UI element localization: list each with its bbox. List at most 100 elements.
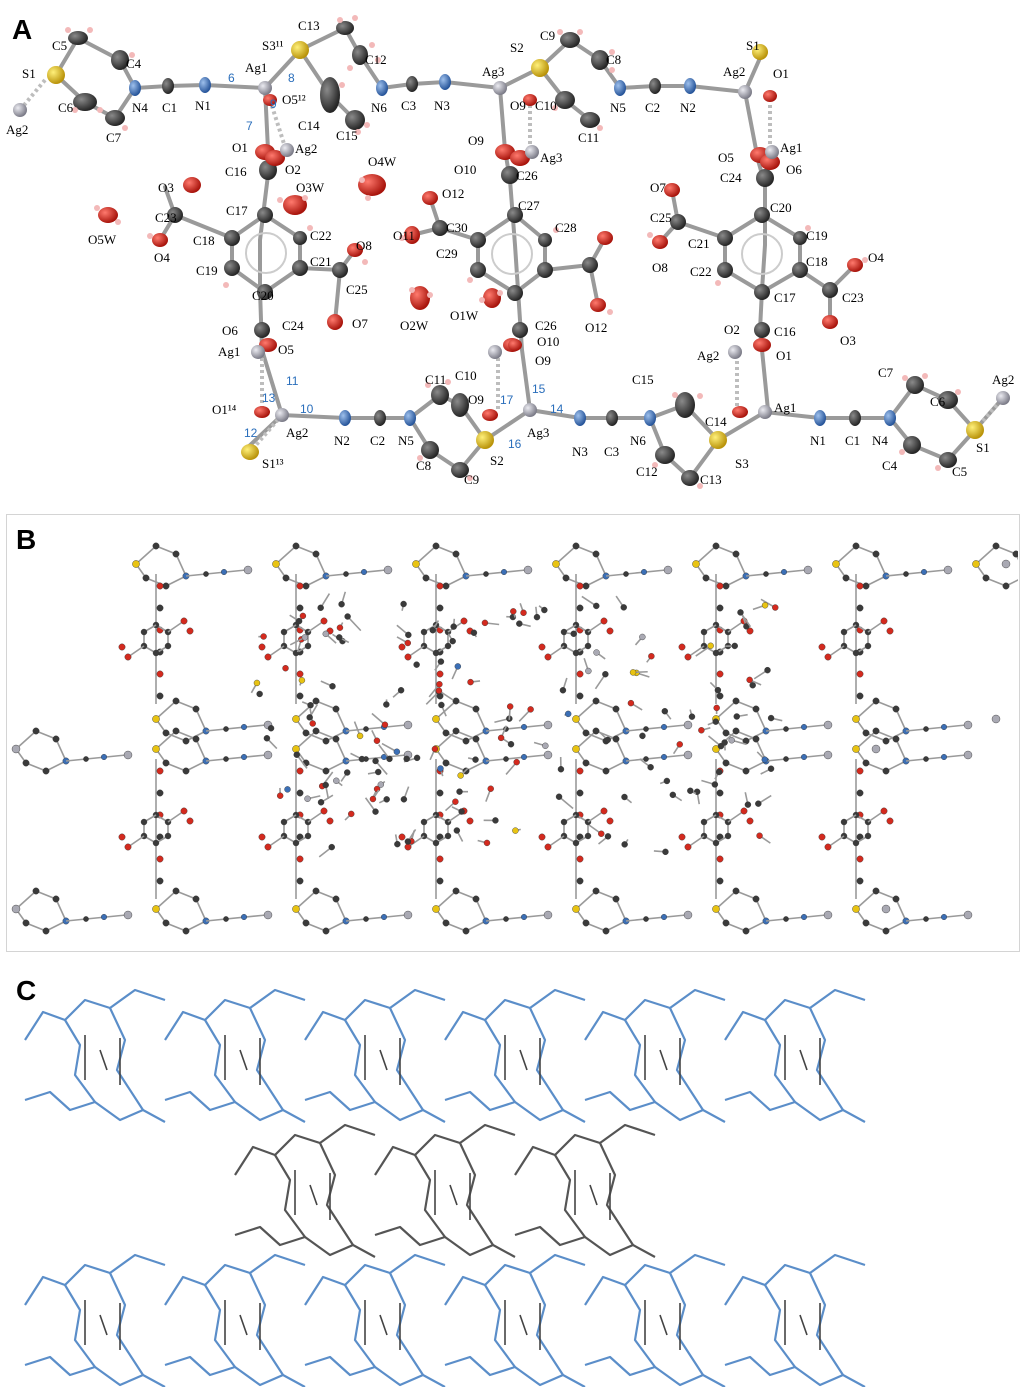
- atom: [593, 602, 600, 610]
- bond: [625, 724, 687, 732]
- atom: [621, 841, 628, 848]
- atom: [256, 690, 263, 698]
- atom: [223, 756, 229, 762]
- atom-label: O3: [840, 333, 856, 348]
- atom: [871, 744, 881, 754]
- atom: [301, 634, 309, 641]
- atom: [306, 714, 313, 721]
- atom: [716, 604, 724, 612]
- bond: [25, 922, 47, 932]
- atom: [466, 817, 474, 825]
- atom: [684, 843, 692, 851]
- bond: [345, 914, 407, 922]
- atom-label: Ag3: [527, 425, 549, 440]
- atom-label: C22: [690, 264, 712, 279]
- bond: [735, 890, 757, 900]
- bond: [445, 732, 467, 742]
- upper-layer-link: [484, 1019, 516, 1103]
- upper-layer-link: [529, 1007, 564, 1111]
- atom-label: C23: [842, 290, 864, 305]
- atom-label: C1: [162, 100, 177, 115]
- atom: [862, 582, 870, 590]
- distance-labels: 6 7 8 9 10 11 12 13 14 15 16 17: [228, 71, 564, 451]
- atom: [312, 887, 320, 895]
- atom-label: S3¹¹: [262, 38, 284, 53]
- atom: [700, 628, 708, 636]
- atom: [823, 910, 833, 920]
- atom: [404, 838, 412, 845]
- atom: [322, 767, 330, 775]
- bond: [165, 762, 187, 772]
- bond: [205, 724, 267, 732]
- atom: [332, 895, 340, 903]
- atom: [742, 927, 750, 935]
- atom: [432, 905, 440, 913]
- atom: [52, 735, 60, 743]
- bond: [185, 760, 207, 772]
- bond: [725, 732, 747, 742]
- atom: [452, 550, 460, 558]
- atom: [722, 582, 730, 590]
- atom: [432, 715, 440, 723]
- atom: [722, 919, 730, 927]
- atom: [731, 642, 738, 650]
- bond: [605, 569, 667, 577]
- atom: [444, 832, 452, 840]
- distance-label: 10: [300, 402, 314, 416]
- lower-layer-tick: [99, 1314, 108, 1336]
- atom: [11, 904, 21, 914]
- atom: [557, 766, 565, 773]
- atom-label: C4: [126, 56, 142, 71]
- bond: [325, 760, 347, 772]
- atom: [304, 795, 311, 802]
- lower-layer-link: [389, 1272, 424, 1376]
- atom-label: O5: [278, 342, 294, 357]
- atom-label: C16: [225, 164, 247, 179]
- atom-label: O9: [535, 353, 551, 368]
- atom: [258, 833, 266, 841]
- atom: [282, 574, 290, 582]
- atom: [692, 560, 700, 568]
- middle-layer-link: [599, 1142, 634, 1246]
- atom: [264, 843, 272, 851]
- atom: [761, 756, 768, 763]
- atom: [572, 542, 580, 550]
- bond: [445, 762, 467, 772]
- atom-label: O8: [652, 260, 668, 275]
- atom: [437, 765, 444, 772]
- atom: [442, 729, 450, 737]
- bond: [195, 738, 207, 762]
- atom-label: O8: [356, 238, 372, 253]
- atom: [472, 756, 479, 763]
- atom: [576, 582, 584, 590]
- atom: [263, 910, 273, 920]
- bond: [315, 730, 337, 740]
- lower-layer-link: [204, 1284, 236, 1368]
- atom: [662, 848, 669, 856]
- atom: [436, 855, 444, 863]
- bond: [875, 890, 897, 900]
- atom: [744, 801, 752, 808]
- bond: [895, 898, 907, 922]
- atom: [856, 604, 864, 612]
- atom: [707, 642, 714, 649]
- atom: [172, 887, 180, 895]
- middle-layer-upper: [374, 1123, 516, 1176]
- atom: [487, 785, 494, 792]
- atom: [840, 628, 848, 636]
- atom-label: Ag2: [697, 348, 719, 363]
- atom: [733, 713, 740, 720]
- atom-label: C23: [155, 210, 177, 225]
- atom: [22, 759, 30, 767]
- atom: [872, 887, 880, 895]
- atom-label: C16: [774, 324, 796, 339]
- atom-label: C8: [416, 458, 431, 473]
- atom: [302, 729, 310, 737]
- bond: [555, 545, 577, 565]
- bond: [725, 762, 747, 772]
- atom: [304, 832, 312, 840]
- atom: [600, 807, 608, 815]
- atom: [752, 895, 760, 903]
- atom: [724, 832, 732, 840]
- atom: [872, 697, 880, 705]
